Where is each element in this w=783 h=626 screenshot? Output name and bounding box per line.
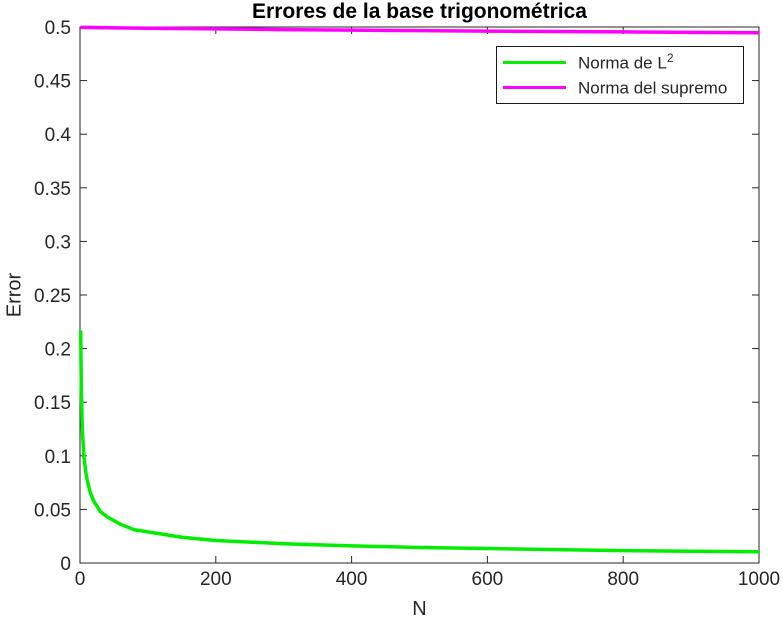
legend-line-sample-supremo bbox=[503, 85, 566, 90]
y-tick-label: 0.3 bbox=[45, 232, 71, 253]
y-tick-label: 0.2 bbox=[45, 340, 71, 361]
legend-label-l2-text: Norma de L bbox=[578, 53, 667, 73]
y-tick-label: 0 bbox=[60, 554, 71, 575]
y-tick-label: 0.4 bbox=[45, 125, 72, 146]
y-tick-label: 0.5 bbox=[45, 18, 71, 39]
y-tick-label: 0.45 bbox=[34, 72, 71, 93]
y-axis-label: Error bbox=[3, 272, 26, 318]
legend-label-l2: Norma de L2 bbox=[578, 51, 674, 74]
y-tick-label: 0.05 bbox=[34, 500, 71, 521]
legend-entry-supremo: Norma del supremo bbox=[503, 76, 743, 99]
x-tick-label: 600 bbox=[472, 569, 504, 590]
x-tick-label: 400 bbox=[336, 569, 368, 590]
y-tick-label: 0.25 bbox=[34, 286, 71, 307]
y-tick-label: 0.15 bbox=[34, 393, 71, 414]
x-tick-label: 0 bbox=[75, 569, 86, 590]
legend-label-supremo: Norma del supremo bbox=[578, 76, 727, 99]
x-tick-label: 1000 bbox=[738, 569, 780, 590]
legend-entry-l2: Norma de L2 bbox=[503, 51, 743, 74]
chart-title: Errores de la base trigonométrica bbox=[252, 0, 587, 23]
x-axis-label: N bbox=[412, 598, 427, 620]
legend: Norma de L2 Norma del supremo bbox=[496, 46, 744, 104]
series-line-norma-l2 bbox=[78, 330, 760, 554]
axes-box bbox=[79, 26, 760, 564]
legend-line-sample-l2 bbox=[503, 60, 566, 65]
y-tick-label: 0.1 bbox=[45, 447, 71, 468]
legend-label-l2-superscript: 2 bbox=[666, 51, 674, 66]
x-tick-label: 800 bbox=[607, 569, 639, 590]
y-tick-label: 0.35 bbox=[34, 179, 71, 200]
series-line-norma-supremo bbox=[80, 25, 760, 35]
legend-label-supremo-text: Norma del supremo bbox=[578, 78, 728, 98]
x-tick-label: 200 bbox=[200, 569, 232, 590]
